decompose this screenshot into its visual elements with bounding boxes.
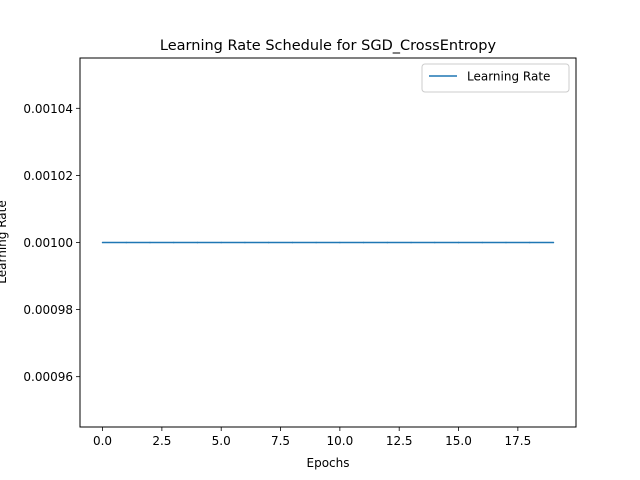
- legend-entry-learning-rate: Learning Rate: [467, 70, 550, 84]
- data-point: [315, 241, 317, 244]
- data-point: [386, 241, 389, 244]
- y-tick-label: 0.00098: [23, 303, 73, 317]
- y-tick-label: 0.00104: [23, 102, 73, 116]
- data-point: [220, 241, 222, 244]
- y-tick-label: 0.00096: [23, 370, 73, 384]
- plot-area: [79, 57, 577, 428]
- data-point: [457, 241, 460, 244]
- series-layer: [101, 241, 555, 244]
- chart-title: Learning Rate Schedule for SGD_CrossEntr…: [160, 38, 497, 54]
- data-point: [196, 241, 199, 244]
- x-tick-label: 0.0: [93, 434, 112, 448]
- data-point: [101, 241, 104, 244]
- data-point: [291, 241, 294, 244]
- y-tick-label: 0.00100: [23, 236, 73, 250]
- x-tick-label: 12.5: [386, 434, 413, 448]
- x-tick-label: 7.5: [271, 434, 290, 448]
- x-tick-label: 2.5: [152, 434, 171, 448]
- data-point: [528, 241, 531, 244]
- y-tick-label: 0.00102: [23, 169, 73, 183]
- x-tick-label: 5.0: [212, 434, 231, 448]
- data-point: [339, 241, 341, 244]
- data-point: [244, 241, 246, 244]
- data-point: [434, 241, 436, 244]
- x-axis-label: Epochs: [307, 456, 350, 470]
- y-axis: 0.00096 0.00098 0.00100 0.00102 0.00104: [23, 102, 80, 384]
- data-point: [362, 241, 365, 244]
- data-point: [267, 241, 270, 244]
- data-point: [149, 241, 151, 244]
- data-point: [172, 241, 175, 244]
- legend: Learning Rate: [421, 63, 570, 93]
- data-point: [552, 241, 555, 244]
- x-tick-label: 17.5: [504, 434, 531, 448]
- data-point: [125, 241, 128, 244]
- data-point: [410, 241, 412, 244]
- x-tick-label: 10.0: [327, 434, 354, 448]
- data-point: [481, 241, 484, 244]
- legend-box: [421, 63, 570, 93]
- x-tick-label: 15.0: [445, 434, 472, 448]
- data-point: [505, 241, 507, 244]
- x-axis: 0.0 2.5 5.0 7.5 10.0 12.5 15.0 17.5: [93, 427, 531, 448]
- y-axis-label: Learning Rate: [0, 200, 9, 283]
